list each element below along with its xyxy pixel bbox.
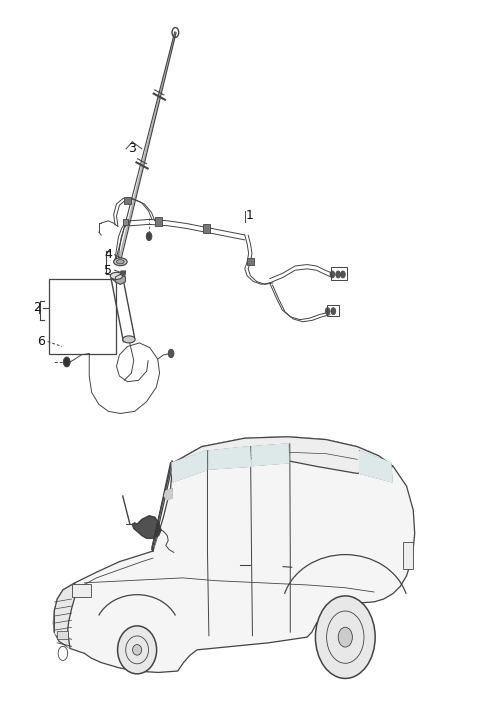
Ellipse shape [118, 626, 156, 674]
Bar [247, 257, 254, 264]
Circle shape [331, 308, 336, 315]
Bar [403, 542, 413, 568]
Polygon shape [115, 274, 125, 284]
Bar [123, 218, 129, 225]
Text: 2: 2 [33, 301, 40, 314]
Ellipse shape [338, 627, 352, 647]
Bar [124, 197, 131, 204]
Polygon shape [172, 451, 206, 482]
Circle shape [330, 271, 335, 278]
Text: 5: 5 [104, 264, 112, 276]
Ellipse shape [117, 259, 124, 264]
Circle shape [63, 357, 70, 367]
Polygon shape [209, 447, 251, 469]
Bar [72, 584, 91, 597]
Polygon shape [252, 444, 289, 466]
Bar [331, 267, 347, 280]
Text: 4: 4 [105, 248, 112, 261]
Polygon shape [152, 461, 173, 551]
Polygon shape [54, 583, 75, 648]
Ellipse shape [110, 272, 123, 279]
Polygon shape [164, 489, 172, 500]
Bar [156, 217, 162, 226]
Text: 1: 1 [246, 209, 253, 223]
Ellipse shape [132, 645, 142, 655]
Circle shape [146, 232, 152, 240]
Circle shape [168, 349, 174, 358]
Bar [326, 305, 339, 316]
Ellipse shape [123, 336, 135, 343]
Polygon shape [53, 437, 415, 672]
Polygon shape [132, 516, 161, 538]
Ellipse shape [114, 258, 127, 266]
Text: 3: 3 [128, 142, 136, 156]
Wedge shape [111, 271, 126, 282]
Bar [48, 279, 116, 354]
Polygon shape [360, 451, 392, 482]
Circle shape [336, 271, 340, 278]
Ellipse shape [315, 596, 375, 679]
Text: 6: 6 [37, 335, 45, 348]
Polygon shape [173, 437, 393, 474]
Bar [203, 224, 210, 233]
Circle shape [340, 271, 345, 278]
Circle shape [325, 308, 330, 315]
Bar [57, 631, 68, 639]
